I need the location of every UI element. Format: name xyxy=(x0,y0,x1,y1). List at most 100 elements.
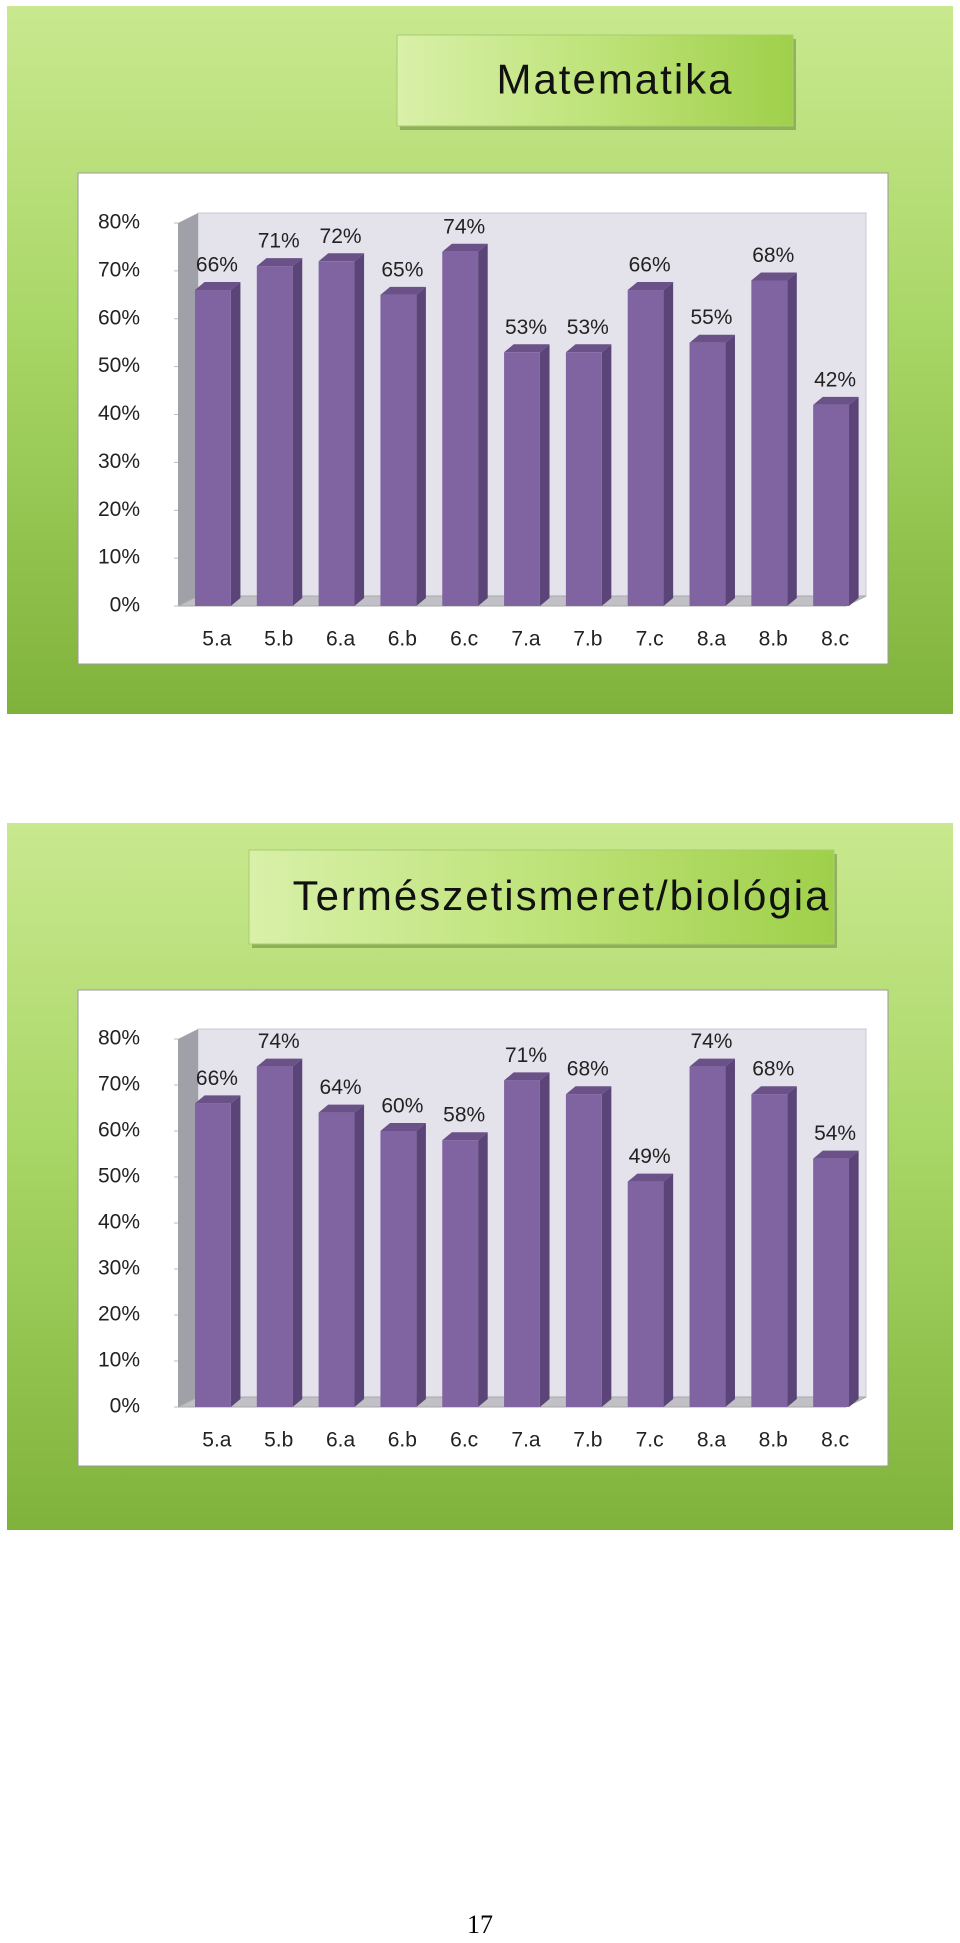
x-tick-label: 7.b xyxy=(573,628,602,651)
x-tick-label: 5.a xyxy=(202,1429,232,1452)
x-tick-label: 5.b xyxy=(264,628,293,651)
bar-side xyxy=(292,1058,303,1407)
data-label: 71% xyxy=(258,230,300,253)
bar-side xyxy=(292,258,303,606)
bar-top xyxy=(689,1058,735,1067)
bar xyxy=(442,1140,479,1407)
x-tick-label: 6.c xyxy=(450,1429,478,1452)
bar xyxy=(256,1066,293,1407)
chart-title: Természetismeret/biológia xyxy=(293,872,831,919)
x-tick-label: 6.a xyxy=(326,628,356,651)
data-label: 58% xyxy=(443,1104,485,1127)
x-tick-label: 6.b xyxy=(388,1429,417,1452)
bar xyxy=(194,290,231,606)
data-label: 66% xyxy=(629,254,671,277)
bar xyxy=(751,1094,788,1407)
bar xyxy=(504,1080,540,1407)
bar-side xyxy=(478,1132,488,1407)
bar xyxy=(318,261,355,606)
bar xyxy=(689,1066,726,1407)
x-tick-label: 6.b xyxy=(388,628,417,651)
data-label: 55% xyxy=(690,306,732,329)
y-tick-label: 30% xyxy=(98,1257,140,1280)
y-tick-label: 80% xyxy=(98,1027,140,1050)
x-tick-label: 7.a xyxy=(511,1429,541,1452)
slides: Matematika 0% 10% 20% 30% 40% 50% 60% 70% 80% 66% 5… xyxy=(7,6,953,1530)
bar-top xyxy=(318,253,365,262)
data-label: 49% xyxy=(629,1145,671,1168)
page-number: 17 xyxy=(467,1910,493,1939)
bar-side xyxy=(478,243,488,606)
data-label: 68% xyxy=(752,1058,794,1081)
y-tick-label: 10% xyxy=(98,1349,140,1372)
bar-top xyxy=(442,1132,488,1141)
bar-top xyxy=(194,1095,241,1104)
data-label: 53% xyxy=(505,316,547,339)
bar-top xyxy=(751,1086,797,1095)
bar-side xyxy=(849,396,859,606)
bar xyxy=(504,352,540,606)
bar-top xyxy=(442,243,488,252)
bar-side xyxy=(787,272,797,606)
bar-side xyxy=(725,1058,735,1407)
data-label: 68% xyxy=(567,1058,609,1081)
bar-top xyxy=(504,1072,550,1081)
bar-side xyxy=(354,253,365,607)
side-wall xyxy=(178,213,198,606)
data-label: 68% xyxy=(752,244,794,267)
bar-top xyxy=(256,1058,303,1067)
bar-side xyxy=(354,1104,365,1407)
y-tick-label: 0% xyxy=(110,594,140,617)
data-label: 64% xyxy=(320,1076,362,1099)
data-label: 72% xyxy=(320,225,362,248)
y-tick-label: 30% xyxy=(98,450,140,473)
bar-top xyxy=(627,1173,674,1182)
x-tick-label: 7.a xyxy=(511,628,541,651)
x-tick-label: 8.a xyxy=(697,628,727,651)
title-box xyxy=(248,849,835,945)
bar-side xyxy=(539,344,550,606)
bar-side xyxy=(601,1086,612,1407)
data-label: 74% xyxy=(258,1030,300,1053)
x-tick-label: 7.c xyxy=(636,1429,664,1452)
y-tick-label: 80% xyxy=(98,211,140,234)
bar-side xyxy=(849,1150,859,1407)
bar-side xyxy=(230,1095,241,1407)
data-label: 60% xyxy=(381,1095,423,1118)
bar xyxy=(380,294,417,606)
x-tick-label: 8.b xyxy=(759,628,788,651)
y-tick-label: 10% xyxy=(98,546,140,569)
data-label: 74% xyxy=(443,215,485,238)
bar-top xyxy=(380,1123,426,1131)
data-label: 53% xyxy=(567,316,609,339)
bar-top xyxy=(627,282,674,291)
bar-side xyxy=(787,1086,797,1407)
y-tick-label: 20% xyxy=(98,498,140,521)
bar xyxy=(813,404,850,606)
bar-side xyxy=(663,282,674,606)
data-label: 66% xyxy=(196,254,238,277)
bar-top xyxy=(565,344,612,353)
bar xyxy=(380,1131,417,1407)
bar-side xyxy=(230,282,241,606)
bar xyxy=(627,290,664,606)
bar-top xyxy=(813,396,859,405)
data-label: 54% xyxy=(814,1122,856,1145)
x-tick-label: 8.b xyxy=(759,1429,788,1452)
bar-side xyxy=(663,1173,674,1407)
bar xyxy=(813,1158,850,1407)
x-tick-label: 8.c xyxy=(821,1429,849,1452)
bar-top xyxy=(689,334,735,343)
bar-top xyxy=(565,1086,612,1095)
bar xyxy=(565,1094,602,1407)
bar xyxy=(565,352,602,606)
y-tick-label: 40% xyxy=(98,1211,140,1234)
bar xyxy=(442,251,479,606)
bar-top xyxy=(751,272,797,281)
y-tick-label: 60% xyxy=(98,1119,140,1142)
bar-top xyxy=(256,258,303,267)
x-tick-label: 7.c xyxy=(636,628,664,651)
chart-title: Matematika xyxy=(496,56,733,103)
